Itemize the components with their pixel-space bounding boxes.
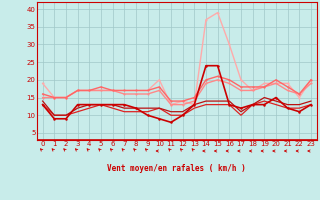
X-axis label: Vent moyen/en rafales ( km/h ): Vent moyen/en rafales ( km/h )	[108, 164, 246, 173]
